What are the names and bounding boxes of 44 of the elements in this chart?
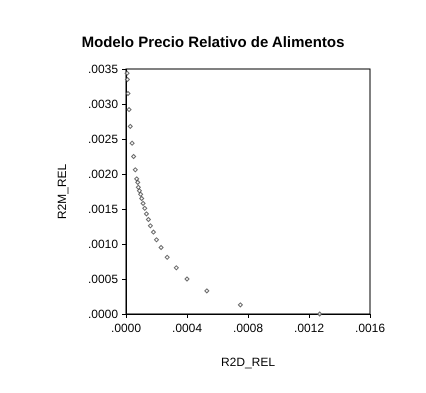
point xyxy=(134,176,140,182)
point xyxy=(131,154,136,159)
point xyxy=(125,91,130,96)
y-tick-label: .0010 xyxy=(88,237,118,251)
y-axis-title: R2M_REL xyxy=(55,164,69,220)
point xyxy=(144,211,149,216)
point xyxy=(124,70,130,76)
point xyxy=(164,254,170,260)
point xyxy=(128,124,133,129)
x-tick-label: .0016 xyxy=(354,321,386,335)
point xyxy=(142,206,148,211)
x-tick-label: .0008 xyxy=(232,321,264,335)
x-tick-label: .0004 xyxy=(172,321,202,335)
point xyxy=(204,288,210,294)
y-tick-label: .0020 xyxy=(88,167,118,181)
y-tick-label: .0000 xyxy=(88,307,118,321)
point xyxy=(146,217,151,222)
point xyxy=(148,223,153,228)
y-tick-label: .0005 xyxy=(88,272,118,286)
y-tick-label: .0025 xyxy=(88,132,118,146)
point xyxy=(150,230,156,235)
point xyxy=(132,167,138,172)
point xyxy=(184,276,190,282)
point xyxy=(140,200,146,206)
x-axis-title: R2D_REL xyxy=(220,355,276,369)
x-tick-label: .0000 xyxy=(110,321,142,335)
y-tick-label: .0015 xyxy=(88,202,118,216)
point xyxy=(138,192,144,197)
point xyxy=(139,196,144,201)
point xyxy=(238,302,243,308)
chart-title: Modelo Precio Relativo de Alimentos xyxy=(82,34,344,51)
y-tick-label: .0030 xyxy=(88,97,118,111)
x-tick-label: .0012 xyxy=(294,321,324,335)
point xyxy=(317,312,322,316)
point xyxy=(154,237,159,242)
point xyxy=(135,180,140,185)
point xyxy=(124,77,130,82)
point xyxy=(136,188,142,194)
point xyxy=(158,245,164,250)
point xyxy=(126,107,132,112)
point xyxy=(174,265,179,270)
y-tick-label: .0035 xyxy=(88,62,118,76)
point xyxy=(130,140,135,146)
point xyxy=(136,184,141,190)
